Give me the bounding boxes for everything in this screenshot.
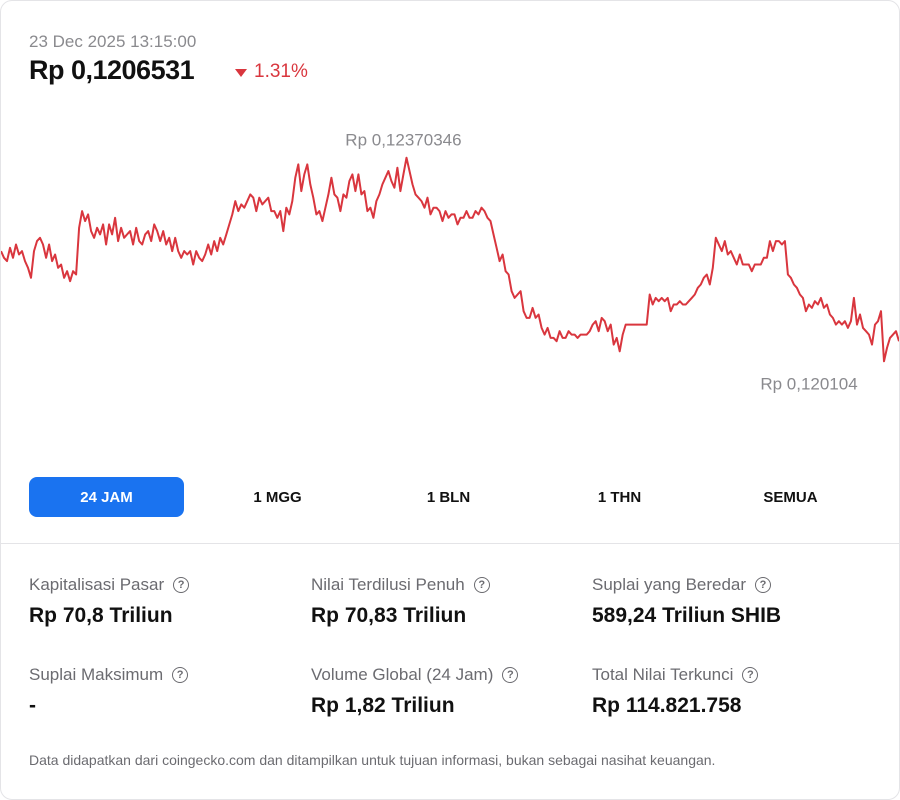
stat-value: Rp 114.821.758 [592,694,742,717]
tab-semua[interactable]: SEMUA [713,477,868,517]
tab-label: SEMUA [763,488,818,506]
price-change-value: 1.31% [254,61,308,82]
stat-circulating-supply: Suplai yang Beredar? 589,24 Triliun SHIB [592,575,781,628]
stat-label: Volume Global (24 Jam) [311,665,494,684]
tab-label: 1 MGG [253,488,302,506]
question-circle-icon[interactable]: ? [502,667,519,683]
stat-label: Total Nilai Terkunci [592,665,734,684]
current-price: Rp 0,1206531 [29,55,195,85]
stat-label: Suplai Maksimum [29,665,164,684]
question-circle-icon[interactable]: ? [172,667,189,683]
stat-value: Rp 1,82 Triliun [311,694,455,717]
stat-global-volume: Volume Global (24 Jam)? Rp 1,82 Triliun [311,665,519,718]
tab-label: 1 BLN [426,488,471,506]
time-range-tabs: 24 JAM 1 MGG 1 BLN 1 THN SEMUA [29,477,869,517]
question-circle-icon[interactable]: ? [755,577,772,593]
question-circle-icon[interactable]: ? [173,577,190,593]
tab-label: 24 JAM [80,488,133,506]
stat-value: 589,24 Triliun SHIB [592,604,782,627]
data-source-disclaimer: Data didapatkan dari coingecko.com dan d… [29,752,716,768]
question-circle-icon[interactable]: ? [742,667,759,683]
price-timestamp: 23 Dec 2025 13:15:00 [29,32,197,51]
down-triangle-icon [235,68,247,77]
stat-market-cap: Kapitalisasi Pasar? Rp 70,8 Triliun [29,575,190,628]
price-change: 1.31% [235,61,308,83]
tab-24-jam[interactable]: 24 JAM [29,477,184,517]
tab-1-thn[interactable]: 1 THN [542,477,697,517]
stat-max-supply: Suplai Maksimum? - [29,665,189,718]
stat-value: Rp 70,83 Triliun [311,604,467,627]
price-line [1,156,899,363]
price-chart[interactable]: Rp 0,12370346 Rp 0,120104 [1,111,899,451]
tab-label: 1 THN [597,488,642,506]
stat-value: Rp 70,8 Triliun [29,604,173,627]
tab-1-mgg[interactable]: 1 MGG [200,477,355,517]
high-price-label: Rp 0,12370346 [345,131,461,150]
low-price-label: Rp 0,120104 [760,374,857,393]
stat-total-value-locked: Total Nilai Terkunci? Rp 114.821.758 [592,665,759,718]
stat-label: Suplai yang Beredar [592,575,747,594]
stat-value: - [29,694,36,717]
stat-fully-diluted-value: Nilai Terdilusi Penuh? Rp 70,83 Triliun [311,575,490,628]
stat-label: Kapitalisasi Pasar [29,575,165,594]
tab-1-bln[interactable]: 1 BLN [371,477,526,517]
stat-label: Nilai Terdilusi Penuh [311,575,465,594]
question-circle-icon[interactable]: ? [473,577,490,593]
section-divider [1,543,899,544]
